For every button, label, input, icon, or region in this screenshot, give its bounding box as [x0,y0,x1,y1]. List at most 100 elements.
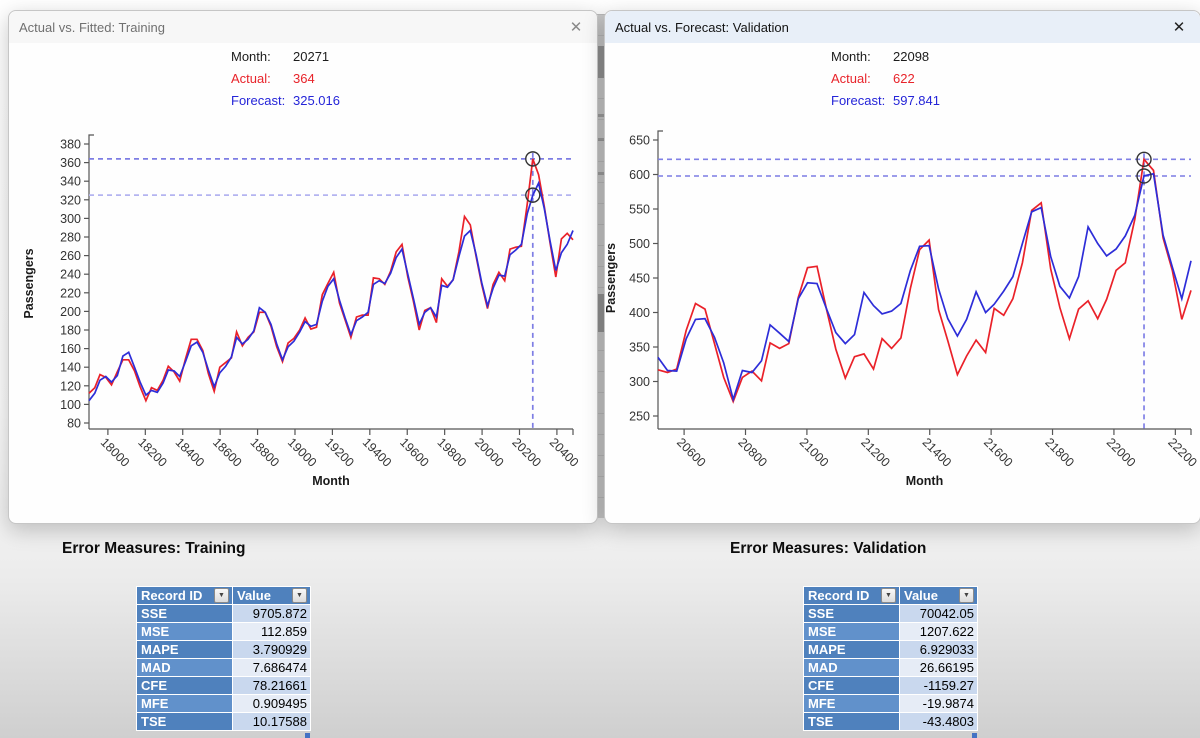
svg-text:240: 240 [60,268,81,282]
column-label: Record ID [141,588,203,603]
validation-error-table: Record ID ▼ Value ▼ SSE 70042.05 MSE 1207.6… [803,586,978,731]
table-header-row: Record ID ▼ Value ▼ [803,586,978,605]
svg-text:Passengers: Passengers [22,248,36,318]
table-row: SSE 70042.05 [803,604,978,623]
record-id-cell: TSE [803,712,900,731]
svg-text:550: 550 [629,203,650,217]
validation-window-titlebar[interactable]: Actual vs. Forecast: Validation ✕ [605,11,1200,43]
record-id-header: Record ID ▼ [136,586,233,605]
svg-text:320: 320 [60,193,81,207]
record-id-header: Record ID ▼ [803,586,900,605]
filter-dropdown-icon[interactable]: ▼ [292,588,307,603]
svg-text:Month: Month [906,474,943,488]
svg-text:360: 360 [60,156,81,170]
record-id-cell: CFE [803,676,900,695]
svg-text:600: 600 [629,168,650,182]
svg-text:20400: 20400 [547,435,582,470]
record-id-cell: SSE [803,604,900,623]
svg-text:19000: 19000 [285,435,320,470]
record-id-cell: MFE [803,694,900,713]
svg-text:300: 300 [629,375,650,389]
svg-text:18600: 18600 [210,435,245,470]
svg-text:380: 380 [60,138,81,152]
close-icon[interactable]: ✕ [569,18,583,36]
value-cell: -1159.27 [899,676,978,695]
table-row: MAPE 3.790929 [136,640,311,659]
validation-chart-area: Month: 22098 Actual: 622 Forecast: 597.8… [605,43,1200,523]
svg-text:400: 400 [629,306,650,320]
value-cell: 70042.05 [899,604,978,623]
svg-text:260: 260 [60,249,81,263]
selection-handle[interactable] [972,733,977,738]
record-id-cell: MAPE [803,640,900,659]
svg-text:20600: 20600 [674,435,709,470]
value-cell: 0.909495 [232,694,311,713]
svg-text:Passengers: Passengers [605,243,618,313]
svg-text:100: 100 [60,398,81,412]
svg-text:19800: 19800 [435,435,470,470]
filter-dropdown-icon[interactable]: ▼ [214,588,229,603]
table-row: TSE 10.17588 [136,712,311,731]
value-cell: 6.929033 [899,640,978,659]
background-detail [597,172,606,175]
training-chart[interactable]: 80 100 120 140 160 180 200 220 240 260 280 300 320 34… [9,43,595,521]
highlight-marker [1136,168,1152,184]
forecast-label: Forecast: [831,93,886,108]
actual-line [657,157,1192,404]
value-cell: 1207.622 [899,622,978,641]
value-cell: 3.790929 [232,640,311,659]
value-header: Value ▼ [899,586,978,605]
record-id-cell: MSE [136,622,233,641]
column-label: Value [904,588,938,603]
column-label: Record ID [808,588,870,603]
forecast-label: Forecast: [231,93,286,108]
training-window-titlebar[interactable]: Actual vs. Fitted: Training ✕ [9,11,597,43]
scrollbar-thumb[interactable] [598,46,608,78]
background-detail [597,114,606,117]
month-value: 22098 [893,49,930,64]
svg-text:19400: 19400 [360,435,395,470]
record-id-cell: MAD [136,658,233,677]
table-row: MAD 26.66195 [803,658,978,677]
training-errors-heading: Error Measures: Training [62,540,246,557]
svg-text:21600: 21600 [981,435,1016,470]
svg-text:18200: 18200 [135,435,170,470]
close-icon[interactable]: ✕ [1172,18,1186,36]
scrollbar-thumb[interactable] [598,294,608,332]
forecast-value: 597.841 [893,93,940,108]
selection-handle[interactable] [305,733,310,738]
svg-text:140: 140 [60,361,81,375]
filter-dropdown-icon[interactable]: ▼ [959,588,974,603]
svg-text:450: 450 [629,272,650,286]
svg-text:21000: 21000 [797,435,832,470]
value-cell: 10.17588 [232,712,311,731]
svg-text:19600: 19600 [397,435,432,470]
hover-readout: Month: 20271 Actual: 364 Forecast: 325.0… [231,49,340,115]
svg-text:Month: Month [312,474,349,488]
table-row: MFE -19.9874 [803,694,978,713]
month-label: Month: [231,49,271,64]
table-row: MAPE 6.929033 [803,640,978,659]
svg-text:200: 200 [60,305,81,319]
svg-text:18800: 18800 [247,435,282,470]
fitted-line [88,180,574,402]
background-detail [597,138,606,141]
table-row: MFE 0.909495 [136,694,311,713]
filter-dropdown-icon[interactable]: ▼ [881,588,896,603]
month-label: Month: [831,49,871,64]
svg-text:18000: 18000 [98,435,133,470]
svg-text:350: 350 [629,341,650,355]
record-id-cell: SSE [136,604,233,623]
svg-text:22200: 22200 [1165,435,1198,470]
value-cell: 9705.872 [232,604,311,623]
value-cell: 78.21661 [232,676,311,695]
actual-label: Actual: [231,71,271,86]
svg-text:80: 80 [67,417,81,431]
highlight-marker [525,187,541,203]
training-chart-area: Month: 20271 Actual: 364 Forecast: 325.0… [9,43,597,523]
forecast-value: 325.016 [293,93,340,108]
validation-chart[interactable]: 250 300 350 400 450 500 550 600 650 20600 20800 210… [605,43,1198,521]
month-value: 20271 [293,49,330,64]
actual-value: 364 [293,71,315,86]
